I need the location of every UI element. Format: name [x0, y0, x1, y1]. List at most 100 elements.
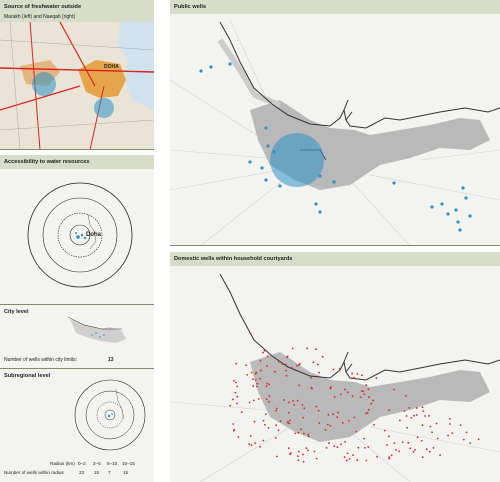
domestic-well-marker: [424, 415, 426, 417]
wells-value-2: 15: [94, 470, 100, 475]
domestic-well-marker: [373, 423, 375, 426]
domestic-well-marker: [254, 379, 257, 381]
domestic-well-marker: [298, 450, 300, 453]
domestic-well-marker: [289, 419, 291, 422]
panel-public-rule: [170, 245, 500, 246]
panel-public-title: Public wells: [174, 4, 207, 10]
domestic-well-marker: [298, 364, 300, 366]
domestic-well-marker: [259, 359, 262, 362]
domestic-well-marker: [366, 411, 369, 414]
domestic-well-marker: [236, 402, 238, 405]
domestic-well-marker: [398, 450, 401, 453]
panel-source: Source of freshwater outside Marakh (lef…: [0, 0, 154, 150]
domestic-well-marker: [409, 447, 412, 450]
domestic-well-marker: [296, 399, 299, 402]
domestic-well-marker: [259, 445, 261, 448]
radius-value-4: 10–15: [122, 461, 135, 466]
domestic-well-marker: [296, 365, 298, 367]
domestic-well-marker: [262, 439, 265, 442]
domestic-well-marker: [240, 411, 243, 414]
domestic-well-marker: [236, 385, 239, 388]
domestic-well-marker: [262, 351, 264, 354]
radius-value-2: 2–5: [93, 461, 101, 466]
domestic-well-marker: [405, 415, 408, 417]
domestic-well-marker: [315, 457, 318, 460]
domestic-well-marker: [415, 414, 418, 416]
panel-subregional-title: Subregional level: [4, 373, 51, 379]
panel-city-title: City level: [4, 309, 29, 315]
domestic-well-marker: [356, 373, 359, 375]
domestic-well-marker: [447, 434, 449, 437]
domestic-well-marker: [405, 394, 407, 397]
domestic-well-marker: [307, 435, 310, 438]
domestic-well-marker: [329, 424, 332, 427]
domestic-well-marker: [367, 446, 370, 448]
domestic-well-marker: [307, 449, 309, 452]
domestic-well-marker: [307, 433, 309, 436]
domestic-well-marker: [327, 423, 329, 426]
domestic-well-marker: [361, 374, 363, 377]
domestic-well-marker: [388, 456, 391, 458]
domestic-well-marker: [395, 449, 397, 451]
domestic-well-marker: [387, 435, 390, 438]
domestic-well-marker: [355, 430, 358, 433]
domestic-well-marker: [267, 427, 270, 429]
panel-subregional: Subregional level Radius (km) 0–2 2–5 5–…: [0, 369, 154, 482]
domestic-well-marker: [367, 388, 370, 391]
domestic-well-marker: [365, 384, 367, 387]
domestic-well-marker: [297, 455, 299, 457]
accessibility-map: [27, 182, 133, 288]
domestic-well-marker: [287, 411, 290, 414]
domestic-well-marker: [284, 369, 287, 372]
domestic-well-marker: [342, 421, 344, 424]
domestic-well-marker: [294, 432, 297, 435]
panel-city-rule: [0, 368, 154, 369]
domestic-well-marker: [436, 437, 439, 440]
domestic-well-marker: [422, 410, 425, 412]
city-level-map: [67, 316, 126, 343]
domestic-well-marker: [353, 416, 356, 419]
domestic-well-marker: [414, 449, 416, 451]
domestic-well-marker: [345, 459, 348, 462]
domestic-well-marker: [315, 348, 317, 351]
domestic-well-marker: [317, 363, 319, 366]
domestic-well-marker: [290, 366, 293, 369]
domestic-well-marker: [336, 416, 339, 418]
domestic-well-marker: [315, 405, 318, 408]
domestic-well-marker: [412, 450, 415, 453]
domestic-well-marker: [268, 395, 271, 397]
domestic-well-marker: [336, 446, 339, 449]
domestic-well-marker: [364, 447, 366, 449]
domestic-well-marker: [285, 374, 288, 377]
domestic-well-marker: [343, 456, 346, 458]
panel-source-subtitle: Marakh (left) and Naeqah (right): [4, 14, 76, 20]
radius-label: Radius (km): [50, 461, 75, 466]
public-wells-map: [170, 19, 500, 246]
wells-radius-label: Number of wells within radius: [4, 470, 64, 475]
domestic-well-marker: [451, 432, 454, 434]
subregional-table: Radius (km) 0–2 2–5 5–10 10–15 Number of…: [0, 461, 154, 481]
domestic-well-marker: [363, 393, 366, 396]
domestic-well-marker: [429, 425, 432, 428]
domestic-well-marker: [259, 377, 262, 380]
domestic-well-marker: [253, 420, 256, 423]
domestic-well-marker: [431, 431, 433, 434]
domestic-well-marker: [252, 378, 254, 380]
domestic-well-marker: [401, 441, 404, 443]
domestic-well-marker: [291, 347, 294, 350]
domestic-well-marker: [292, 400, 294, 402]
domestic-well-marker: [324, 429, 327, 431]
domestic-well-marker: [406, 426, 408, 429]
domestic-well-marker: [348, 458, 351, 460]
domestic-well-marker: [325, 447, 328, 449]
domestic-well-marker: [318, 422, 321, 424]
domestic-well-marker: [386, 444, 388, 446]
domestic-well-marker: [264, 423, 266, 426]
domestic-well-marker: [327, 414, 330, 416]
domestic-well-marker: [286, 356, 289, 359]
domestic-well-marker: [410, 417, 413, 419]
domestic-well-marker: [277, 429, 280, 432]
panel-public-header: Public wells: [170, 0, 500, 14]
domestic-well-marker: [301, 404, 304, 406]
domestic-well-marker: [333, 445, 336, 447]
